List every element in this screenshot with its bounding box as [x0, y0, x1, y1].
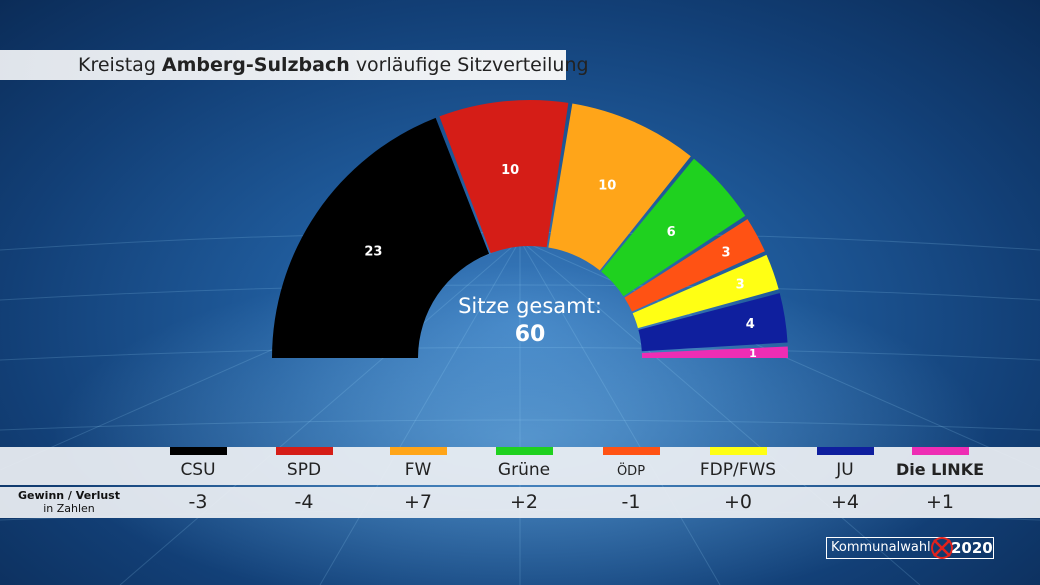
- seat-segment-csu: [272, 117, 490, 358]
- seat-label-fdp-fws: 3: [736, 278, 745, 293]
- total-seats-value: 60: [514, 322, 546, 347]
- change-value-ju: +4: [830, 491, 859, 513]
- seat-label-fw: 10: [598, 178, 616, 193]
- seat-segment-grüne: [601, 158, 746, 297]
- seat-label-csu: 23: [364, 244, 382, 259]
- chart-title: Kreistag Amberg-Sulzbach vorläufige Sitz…: [78, 54, 589, 76]
- title-bar: [0, 50, 566, 80]
- legend-swatch-csu: [170, 447, 227, 455]
- legend-party-fdp-fws: FDP/FWS: [699, 460, 777, 480]
- change-bar: [0, 487, 1040, 518]
- title-district: Amberg-Sulzbach: [161, 54, 350, 76]
- legend-party-fw: FW: [404, 460, 432, 480]
- seat-label-spd: 10: [501, 163, 519, 178]
- ballot-cross-icon: [931, 537, 953, 559]
- change-value-die-linke: +1: [925, 491, 954, 513]
- legend-party-csu: CSU: [180, 460, 216, 480]
- legend-party-ödp: ÖDP: [616, 464, 646, 479]
- seat-label-grüne: 6: [667, 225, 676, 240]
- seat-segment-ju: [638, 293, 788, 352]
- legend-swatch-ödp: [603, 447, 660, 455]
- legend-swatch-grüne: [496, 447, 553, 455]
- seat-label-die-linke: 1: [749, 347, 757, 360]
- brand-year: 2020: [951, 539, 993, 557]
- change-value-ödp: -1: [621, 491, 641, 513]
- change-row-label: Gewinn / Verlust in Zahlen: [10, 489, 128, 515]
- legend-swatch-ju: [817, 447, 874, 455]
- title-prefix: Kreistag: [78, 54, 156, 76]
- change-value-csu: -3: [188, 491, 208, 513]
- brand-text: Kommunalwahl: [831, 540, 931, 555]
- legend-party-die-linke: Die LINKE: [895, 460, 985, 479]
- change-value-fw: +7: [403, 491, 432, 513]
- brand-logo: Kommunalwahl 2020: [826, 537, 994, 559]
- seat-segment-ödp: [624, 219, 765, 312]
- seat-segment-spd: [439, 99, 569, 254]
- legend-swatch-die-linke: [912, 447, 969, 455]
- change-value-fdp-fws: +0: [723, 491, 752, 513]
- change-label-title: Gewinn / Verlust: [18, 489, 120, 502]
- change-value-spd: -4: [294, 491, 314, 513]
- legend-party-spd: SPD: [286, 460, 322, 480]
- seat-label-ju: 4: [746, 317, 755, 332]
- legend-swatch-fw: [390, 447, 447, 455]
- seat-segment-fw: [548, 103, 691, 271]
- title-suffix: vorläufige Sitzverteilung: [355, 54, 589, 76]
- change-label-subtitle: in Zahlen: [43, 502, 95, 515]
- legend-party-ju: JU: [836, 460, 854, 480]
- total-seats-label: Sitze gesamt:: [458, 294, 602, 318]
- legend-swatch-fdp-fws: [710, 447, 767, 455]
- seat-segment-fdp-fws: [632, 254, 779, 329]
- seat-label-ödp: 3: [721, 246, 730, 261]
- legend-party-grüne: Grüne: [497, 460, 551, 480]
- legend-swatch-spd: [276, 447, 333, 455]
- change-value-grüne: +2: [509, 491, 538, 513]
- seat-segment-die-linke: [641, 346, 788, 358]
